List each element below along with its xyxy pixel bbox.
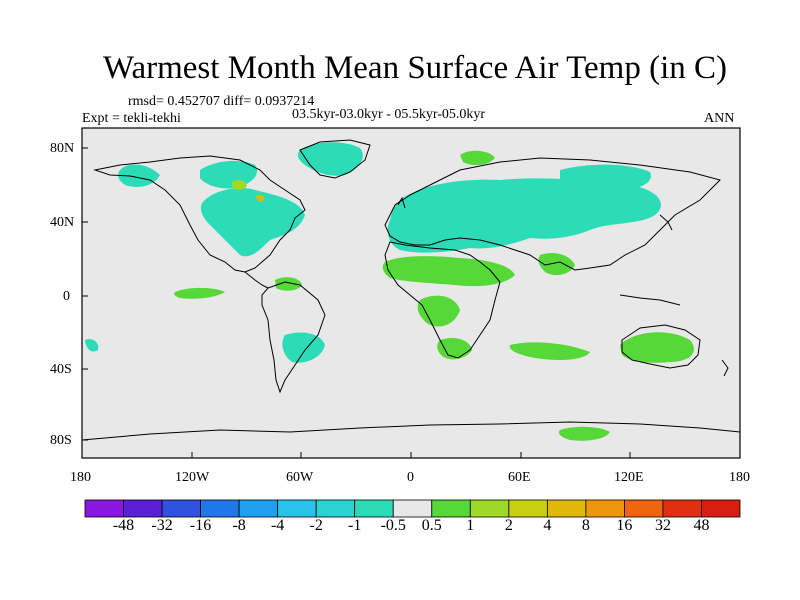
colorbar-label: 2 (504, 517, 513, 534)
lon-label-180e: 180 (729, 470, 750, 485)
lon-label-120w: 120W (175, 470, 210, 485)
shade-south-america (282, 332, 325, 363)
colorbar-label: -4 (270, 517, 285, 534)
shade-russia-north (460, 150, 495, 166)
lon-label-60w: 60W (286, 470, 314, 485)
colorbar-label: -0.5 (380, 517, 406, 534)
colorbar-box (315, 499, 356, 518)
season-label: ANN (704, 111, 735, 126)
colorbar-label: -8 (232, 517, 246, 534)
lat-label-80n: 80N (50, 141, 75, 156)
stats-text: rmsd= 0.452707 diff= 0.0937214 (128, 94, 315, 109)
colorbar-box (392, 499, 433, 518)
shade-siberia (560, 164, 651, 191)
shade-hudson (232, 179, 247, 190)
lat-label-40n: 40N (50, 215, 75, 230)
shade-greenland (297, 142, 363, 176)
colorbar-label: 16 (616, 517, 633, 534)
coast-uk (397, 196, 406, 209)
coast-japan (659, 214, 673, 231)
colorbar-box (123, 499, 163, 518)
colorbar-box (546, 499, 587, 518)
colorbar-label: -16 (189, 517, 212, 534)
coast-eurasia (384, 157, 721, 271)
colorbar-label: -2 (309, 517, 323, 534)
coastlines (81, 139, 741, 441)
colorbar-box (701, 499, 741, 518)
lat-label-0: 0 (63, 289, 70, 304)
coast-africa (384, 241, 501, 359)
lat-label-80s: 80S (50, 433, 72, 448)
shade-india (538, 253, 575, 276)
colorbar-label: 4 (543, 517, 552, 534)
shade-eurasia (387, 178, 662, 253)
colorbar-box (161, 499, 201, 518)
coast-greenland (299, 139, 371, 179)
colorbar-label: -1 (348, 517, 362, 534)
shade-antarctic (558, 426, 610, 441)
colorbar-label: 8 (581, 517, 590, 534)
lon-label-60e: 60E (508, 470, 531, 485)
shade-hudson-core (256, 194, 265, 202)
experiment-label: Expt = tekli-tekhi (82, 111, 181, 126)
lon-label-0: 0 (407, 470, 414, 485)
colorbar-box (84, 499, 124, 518)
shade-pacific-equator (174, 287, 225, 299)
shade-southern-ocean (509, 342, 590, 360)
lon-label-120e: 120E (614, 470, 644, 485)
shade-north-america (200, 188, 305, 257)
chart-title: Warmest Month Mean Surface Air Temp (in … (102, 50, 728, 86)
shade-australia (620, 332, 694, 363)
colorbar (84, 499, 741, 518)
colorbar-box (238, 499, 279, 518)
colorbar-box (431, 499, 471, 518)
coast-central-america (244, 271, 269, 289)
coast-indonesia (619, 294, 681, 306)
colorbar-label: 48 (693, 517, 710, 534)
colorbar-box (469, 499, 510, 518)
colorbar-label: 32 (654, 517, 671, 534)
colorbar-box (662, 499, 702, 518)
coast-south-america (261, 281, 326, 394)
coast-antarctica (81, 421, 741, 441)
colorbar-label: 1 (466, 517, 475, 534)
shade-alaska (117, 164, 160, 187)
coast-new-zealand (721, 359, 729, 377)
axis-ticks (82, 147, 631, 458)
shade-central-africa (417, 295, 460, 327)
colorbar-label: -32 (151, 517, 173, 534)
shade-amazon (275, 277, 302, 291)
coast-north-america (93, 155, 306, 273)
colorbar-box (354, 499, 394, 518)
colorbar-label: -48 (112, 517, 135, 534)
colorbar-box (585, 499, 625, 518)
colorbar-box (508, 499, 548, 518)
colorbar-label: 0.5 (421, 517, 442, 534)
lat-label-40s: 40S (50, 362, 72, 377)
colorbar-box (200, 499, 240, 518)
coast-australia (621, 324, 701, 369)
period-label: 03.5kyr-03.0kyr - 05.5kyr-05.0kyr (292, 107, 486, 122)
lon-label-180w: 180 (70, 470, 91, 485)
colorbar-box (277, 499, 317, 518)
shade-pacific-south (85, 339, 99, 352)
colorbar-box (624, 499, 664, 518)
